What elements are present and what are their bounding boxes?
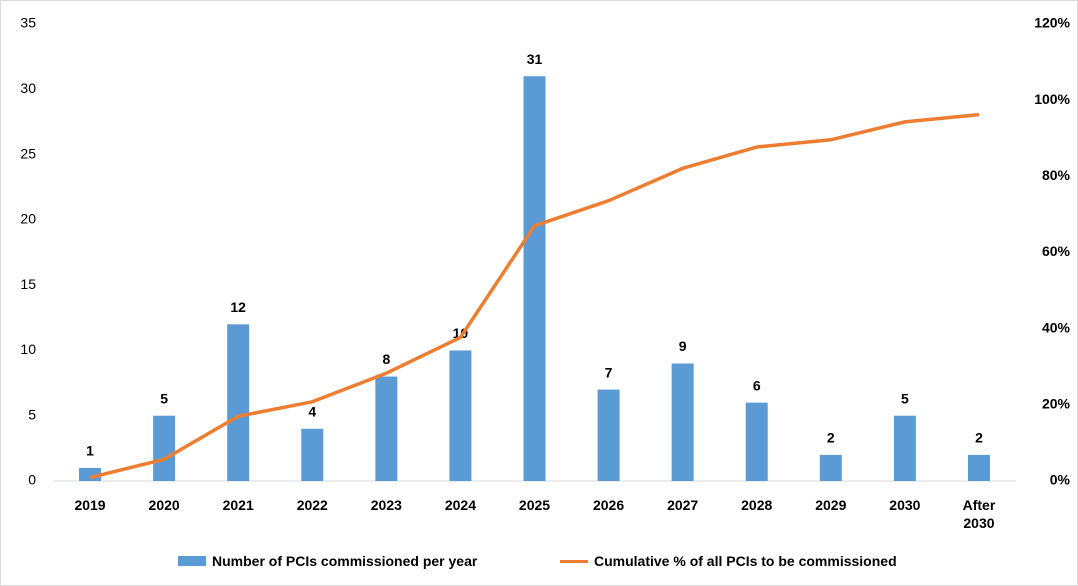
y-tick-label: 35 <box>20 15 36 31</box>
bar <box>745 402 768 481</box>
data-label: 7 <box>605 364 613 380</box>
bar <box>227 324 250 481</box>
y-tick-label: 10 <box>20 341 36 357</box>
data-label: 12 <box>230 299 246 315</box>
bar <box>523 76 546 481</box>
bar <box>819 454 842 481</box>
y-tick-label: 5 <box>28 406 36 422</box>
line <box>89 112 980 480</box>
x-tick-label: 2028 <box>741 497 773 513</box>
x-tick-label: After 2030 <box>962 497 996 531</box>
y2-tick-label: 60% <box>1042 243 1071 259</box>
legend-swatch <box>560 559 588 563</box>
data-label: 31 <box>527 51 543 67</box>
y2-tick-label: 0% <box>1050 472 1071 488</box>
data-label: 4 <box>308 403 316 419</box>
data-label: 6 <box>753 377 761 393</box>
x-tick-label: 2030 <box>889 497 921 513</box>
bar <box>301 428 324 481</box>
bar <box>375 376 398 481</box>
x-tick-label: 2023 <box>370 497 402 513</box>
data-label: 2 <box>827 430 835 446</box>
x-tick-label: 2027 <box>667 497 699 513</box>
legend-label: Number of PCIs commissioned per year <box>212 553 478 569</box>
data-label: 5 <box>160 390 168 406</box>
bar <box>449 350 472 481</box>
bar <box>153 415 176 481</box>
y-tick-label: 20 <box>20 211 36 227</box>
x-tick-label: 2020 <box>148 497 180 513</box>
y-tick-label: 30 <box>20 80 36 96</box>
data-label: 8 <box>382 351 390 367</box>
bar <box>597 389 620 481</box>
y2-tick-label: 80% <box>1042 167 1071 183</box>
bar <box>967 454 990 481</box>
bar <box>893 415 916 481</box>
legend-item: Cumulative % of all PCIs to be commissio… <box>560 553 897 569</box>
y2-tick-label: 40% <box>1042 319 1071 335</box>
legend-label: Cumulative % of all PCIs to be commissio… <box>594 553 897 569</box>
x-tick-label: 2025 <box>518 497 551 513</box>
y-tick-label: 15 <box>20 276 36 292</box>
y2-tick-label: 120% <box>1034 15 1070 31</box>
legend-swatch <box>178 556 206 566</box>
data-label: 9 <box>679 338 687 354</box>
x-tick-label: 2021 <box>222 497 254 513</box>
x-tick-label: 2019 <box>74 497 106 513</box>
data-label: 1 <box>86 443 94 459</box>
legend-item: Number of PCIs commissioned per year <box>178 553 477 569</box>
bar <box>671 363 694 481</box>
data-label: 2 <box>975 430 983 446</box>
x-tick-label: 2024 <box>444 497 476 513</box>
y-tick-label: 0 <box>28 472 36 488</box>
y2-tick-label: 100% <box>1034 91 1070 107</box>
x-tick-label: 2026 <box>592 497 625 513</box>
x-tick-label: 2029 <box>815 497 847 513</box>
data-label: 5 <box>901 390 909 406</box>
y2-tick-label: 20% <box>1042 396 1071 412</box>
y-tick-label: 25 <box>20 145 36 161</box>
x-tick-label: 2022 <box>296 497 328 513</box>
